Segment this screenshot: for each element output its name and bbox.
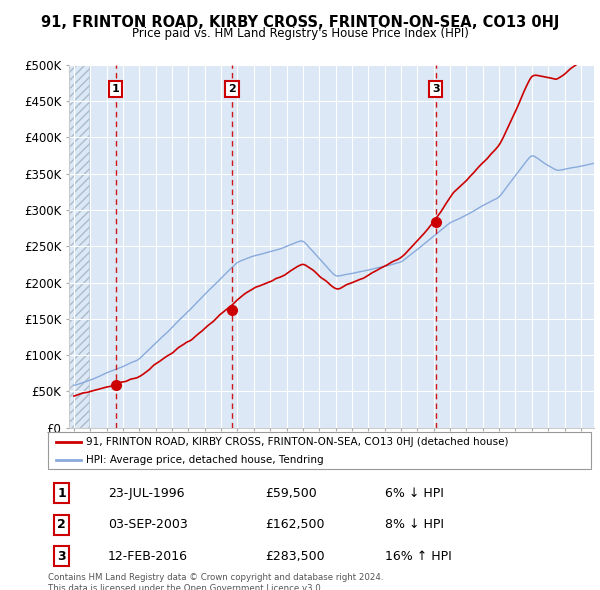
Text: Contains HM Land Registry data © Crown copyright and database right 2024.
This d: Contains HM Land Registry data © Crown c… bbox=[48, 573, 383, 590]
Text: 12-FEB-2016: 12-FEB-2016 bbox=[108, 550, 188, 563]
Text: HPI: Average price, detached house, Tendring: HPI: Average price, detached house, Tend… bbox=[86, 454, 323, 464]
Text: 3: 3 bbox=[432, 84, 439, 94]
Text: £283,500: £283,500 bbox=[265, 550, 325, 563]
Text: 91, FRINTON ROAD, KIRBY CROSS, FRINTON-ON-SEA, CO13 0HJ (detached house): 91, FRINTON ROAD, KIRBY CROSS, FRINTON-O… bbox=[86, 437, 509, 447]
Text: 91, FRINTON ROAD, KIRBY CROSS, FRINTON-ON-SEA, CO13 0HJ: 91, FRINTON ROAD, KIRBY CROSS, FRINTON-O… bbox=[41, 15, 559, 30]
Text: 8% ↓ HPI: 8% ↓ HPI bbox=[385, 518, 443, 531]
Text: 1: 1 bbox=[112, 84, 119, 94]
Text: 16% ↑ HPI: 16% ↑ HPI bbox=[385, 550, 451, 563]
Text: £59,500: £59,500 bbox=[265, 487, 317, 500]
Text: 1: 1 bbox=[57, 487, 66, 500]
Text: 3: 3 bbox=[57, 550, 66, 563]
Text: £162,500: £162,500 bbox=[265, 518, 325, 531]
Text: 23-JUL-1996: 23-JUL-1996 bbox=[108, 487, 184, 500]
FancyBboxPatch shape bbox=[48, 432, 591, 469]
Text: 03-SEP-2003: 03-SEP-2003 bbox=[108, 518, 187, 531]
Text: 6% ↓ HPI: 6% ↓ HPI bbox=[385, 487, 443, 500]
Text: 2: 2 bbox=[228, 84, 236, 94]
Text: Price paid vs. HM Land Registry's House Price Index (HPI): Price paid vs. HM Land Registry's House … bbox=[131, 27, 469, 40]
Text: 2: 2 bbox=[57, 518, 66, 531]
